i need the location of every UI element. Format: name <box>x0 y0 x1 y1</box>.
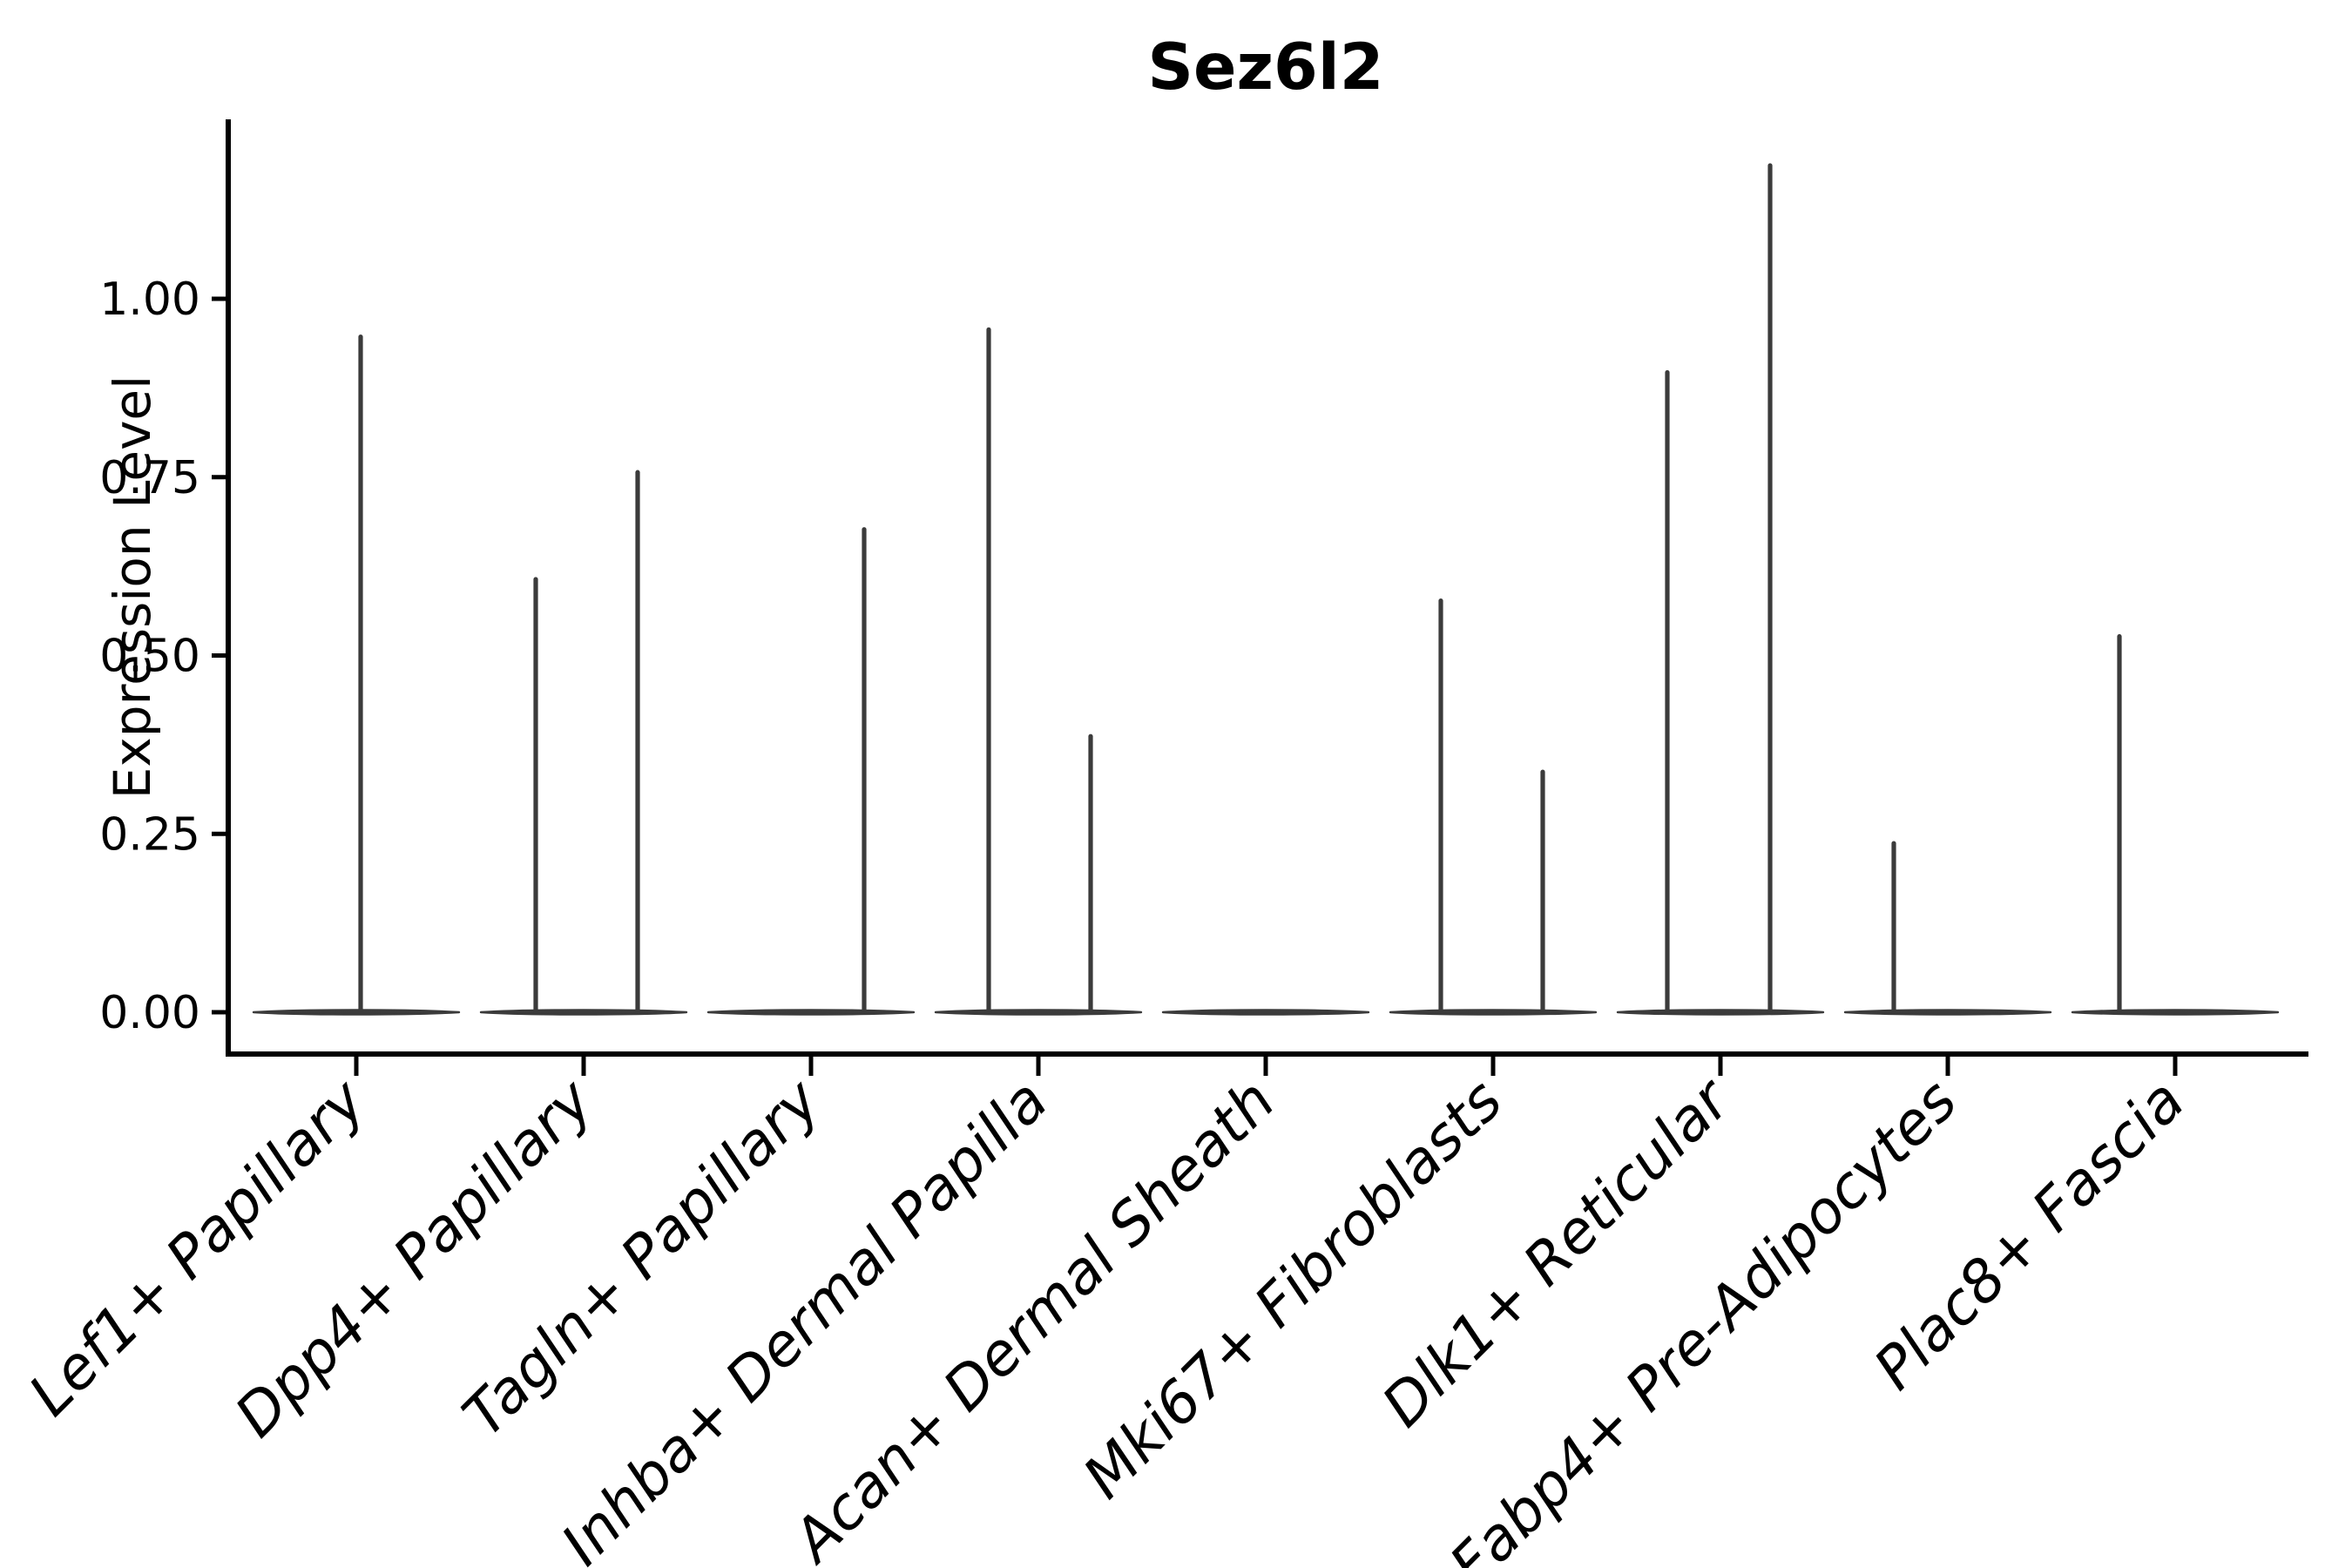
violin-body <box>252 1009 461 1016</box>
y-tick-label: 0.00 <box>99 987 200 1039</box>
y-tick-label: 0.50 <box>99 631 200 683</box>
violin-layer <box>252 163 2280 1016</box>
x-tick-label: Mki67+ Fibroblasts <box>1070 1066 1515 1511</box>
violin-body <box>479 1009 688 1016</box>
violin-body <box>1843 1009 2052 1016</box>
violin-body <box>1389 1009 1598 1016</box>
violin-body <box>1616 1009 1825 1016</box>
violin-body <box>2071 1009 2280 1016</box>
y-axis-label: Expression Level <box>103 375 162 799</box>
axes-layer <box>212 119 2308 1076</box>
violin-body <box>1161 1009 1370 1016</box>
y-tick-label: 0.75 <box>99 452 200 504</box>
violin-body <box>706 1009 916 1016</box>
y-tick-label: 0.25 <box>99 808 200 861</box>
violin-body <box>934 1009 1143 1016</box>
chart-title: Sez6l2 <box>1147 30 1383 105</box>
y-tick-label: 1.00 <box>99 274 200 326</box>
